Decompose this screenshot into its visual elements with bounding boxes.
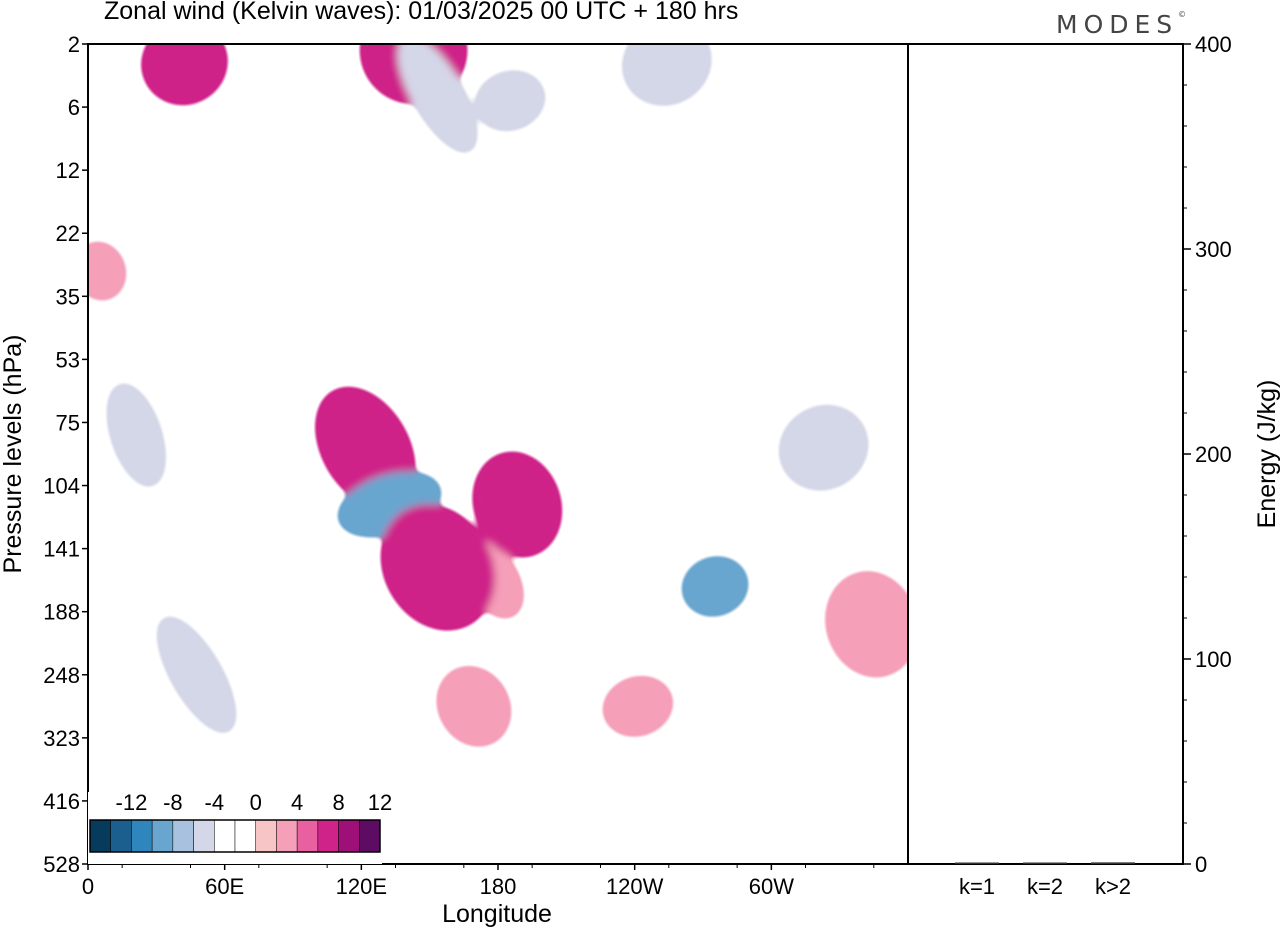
colorbar-swatch (89, 819, 111, 853)
colorbar-swatch (110, 819, 132, 853)
y-tick-label: 35 (56, 284, 80, 309)
wind-region (825, 571, 908, 678)
y-tick-label: 6 (68, 95, 80, 120)
energy-bar (1023, 862, 1067, 864)
colorbar-swatch (317, 819, 339, 853)
colorbar-legend: -12 -8 -4 0 4 8 12 (88, 790, 392, 864)
colorbar-label: -4 (205, 790, 225, 815)
energy-tick-label: 0 (1195, 852, 1207, 877)
wind-region (621, 44, 712, 106)
logo-text: MODES (1056, 10, 1179, 39)
y-tick-label: 2 (68, 32, 80, 57)
x-axis-label: Longitude (442, 900, 552, 928)
logo-mark: © (1178, 10, 1187, 19)
colorbar-label: 12 (368, 790, 392, 815)
y-tick-label: 22 (56, 221, 80, 246)
colorbar-swatch (359, 819, 381, 853)
energy-tick-label: 100 (1195, 647, 1232, 672)
wind-region (140, 44, 228, 106)
wind-field-regions (88, 44, 908, 747)
wind-region (106, 383, 167, 488)
energy-tick-label: 400 (1195, 32, 1232, 57)
colorbar-label: 8 (332, 790, 344, 815)
y-tick-label: 75 (56, 410, 80, 435)
energy-axis-label: Energy (J/kg) (1253, 380, 1280, 529)
wind-region (397, 44, 478, 154)
energy-bar-panel: 0 100 200 300 400 k=1 k=2 k>2 (907, 32, 1232, 899)
energy-category-label: k=1 (959, 874, 995, 899)
energy-category-label: k>2 (1095, 874, 1131, 899)
colorbar-swatch (172, 819, 194, 853)
x-tick-label: 0 (82, 874, 94, 899)
y-tick-label: 323 (43, 726, 80, 751)
y-tick-label: 104 (43, 474, 80, 499)
x-tick-label: 120E (336, 874, 387, 899)
colorbar-swatch (276, 819, 298, 853)
colorbar-swatch (338, 819, 360, 853)
x-tick-label: 180 (480, 874, 517, 899)
colorbar-label: -12 (116, 790, 148, 815)
x-tick-label: 60E (205, 874, 244, 899)
y-tick-label: 528 (43, 852, 80, 877)
x-tick-label: 60W (749, 874, 794, 899)
y-tick-label: 188 (43, 600, 80, 625)
wind-region (681, 556, 749, 617)
colorbar-swatch (193, 819, 215, 853)
colorbar-swatch (131, 819, 153, 853)
energy-bar (955, 862, 999, 864)
energy-tick-label: 300 (1195, 237, 1232, 262)
y-axis-label: Pressure levels (hPa) (0, 335, 27, 574)
energy-bar (1091, 862, 1135, 864)
x-tick-label: 120W (606, 874, 664, 899)
energy-category-label: k=2 (1027, 874, 1063, 899)
wind-region (380, 504, 495, 631)
wind-region (436, 665, 512, 747)
y-tick-label: 248 (43, 663, 80, 688)
y-tick-label: 12 (56, 158, 80, 183)
pressure-axis: 2 6 12 22 35 53 75 104 141 188 248 323 416 528 (43, 32, 88, 877)
colorbar-border (89, 819, 381, 853)
colorbar-swatch (151, 819, 174, 853)
chart-title: Zonal wind (Kelvin waves): 01/03/2025 00… (104, 0, 739, 25)
wind-region (88, 241, 127, 301)
wind-region (472, 451, 563, 558)
modes-logo: MODES© (1056, 10, 1186, 39)
wind-region (156, 616, 237, 734)
y-tick-label: 53 (56, 347, 80, 372)
wind-region (778, 404, 869, 491)
wind-region (602, 675, 674, 737)
energy-panel-border (907, 43, 1184, 865)
colorbar-label: 0 (250, 790, 262, 815)
colorbar-label: 4 (291, 790, 303, 815)
energy-tick-label: 200 (1195, 442, 1232, 467)
y-tick-label: 416 (43, 789, 80, 814)
wind-region (474, 70, 546, 132)
longitude-axis: 0 60E 120E 180 120W 60W (82, 864, 875, 899)
colorbar-label: -8 (163, 790, 183, 815)
colorbar-swatch (255, 819, 277, 853)
colorbar-swatch (214, 819, 236, 853)
colorbar-swatch (234, 819, 256, 853)
y-tick-label: 141 (43, 537, 80, 562)
colorbar-swatch (296, 819, 319, 853)
